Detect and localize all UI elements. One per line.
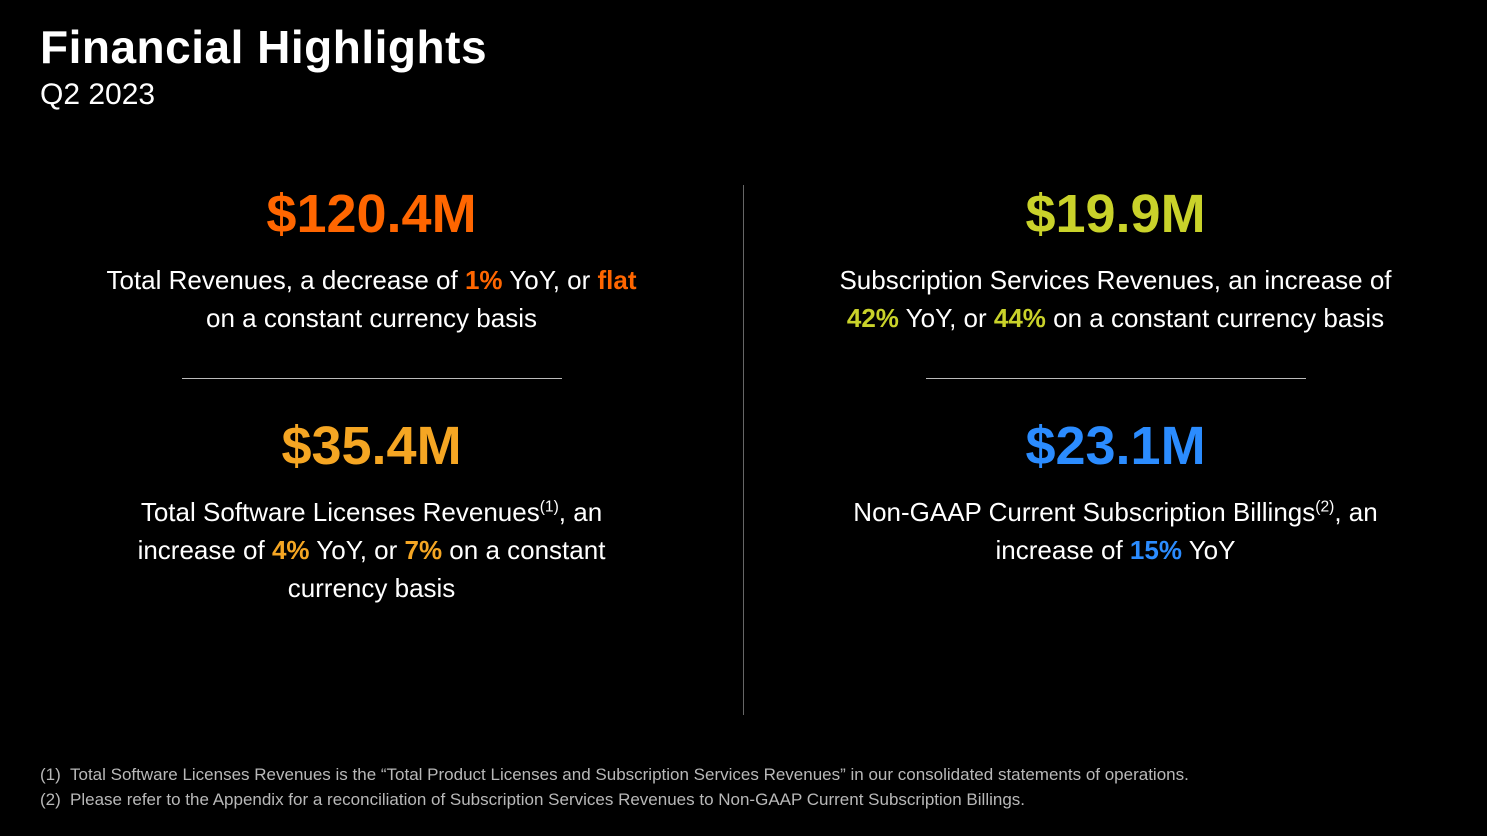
footnote-text: Total Software Licenses Revenues is the …	[70, 765, 1189, 784]
desc-pct1: 15%	[1130, 535, 1182, 565]
footnote-ref: (2)	[1315, 499, 1334, 516]
slide: Financial Highlights Q2 2023 $120.4M Tot…	[0, 0, 1487, 836]
desc-text: Total Software Licenses Revenues	[141, 497, 540, 527]
footnote-text: Please refer to the Appendix for a recon…	[70, 790, 1025, 809]
metric-value: $35.4M	[90, 417, 653, 476]
page-title: Financial Highlights	[40, 20, 1447, 74]
metric-subscription-revenues: $19.9M Subscription Services Revenues, a…	[744, 185, 1487, 338]
desc-pct1: 42%	[847, 303, 899, 333]
footnote-num: (2)	[40, 789, 70, 812]
left-column: $120.4M Total Revenues, a decrease of 1%…	[0, 185, 744, 715]
divider-horizontal	[926, 378, 1306, 379]
metric-total-revenues: $120.4M Total Revenues, a decrease of 1%…	[0, 185, 743, 338]
metric-desc: Total Revenues, a decrease of 1% YoY, or…	[90, 262, 653, 337]
desc-text: YoY, or	[899, 303, 994, 333]
metric-value: $23.1M	[834, 417, 1397, 476]
desc-pct1: 1%	[465, 265, 503, 295]
desc-pct2: 7%	[405, 535, 443, 565]
desc-text: YoY, or	[503, 265, 598, 295]
metric-value: $19.9M	[834, 185, 1397, 244]
desc-text: YoY	[1182, 535, 1236, 565]
footnotes: (1)Total Software Licenses Revenues is t…	[40, 762, 1447, 814]
metric-value: $120.4M	[90, 185, 653, 244]
metric-subscription-billings: $23.1M Non-GAAP Current Subscription Bil…	[744, 417, 1487, 570]
footnote-1: (1)Total Software Licenses Revenues is t…	[40, 764, 1447, 787]
metric-desc: Subscription Services Revenues, an incre…	[834, 262, 1397, 337]
desc-text: on a constant currency basis	[1046, 303, 1384, 333]
desc-text: Non-GAAP Current Subscription Billings	[853, 497, 1315, 527]
footnote-2: (2)Please refer to the Appendix for a re…	[40, 789, 1447, 812]
metrics-grid: $120.4M Total Revenues, a decrease of 1%…	[0, 185, 1487, 715]
desc-text: Subscription Services Revenues, an incre…	[839, 265, 1391, 295]
divider-horizontal	[182, 378, 562, 379]
page-subtitle: Q2 2023	[40, 78, 1447, 112]
metric-desc: Total Software Licenses Revenues(1), an …	[90, 494, 653, 607]
footnote-ref: (1)	[540, 499, 559, 516]
desc-pct2: flat	[597, 265, 636, 295]
desc-text: on a constant currency basis	[206, 303, 537, 333]
footnote-num: (1)	[40, 764, 70, 787]
desc-pct2: 44%	[994, 303, 1046, 333]
metric-software-licenses: $35.4M Total Software Licenses Revenues(…	[0, 417, 743, 607]
right-column: $19.9M Subscription Services Revenues, a…	[744, 185, 1487, 715]
desc-pct1: 4%	[272, 535, 310, 565]
desc-text: YoY, or	[310, 535, 405, 565]
desc-text: Total Revenues, a decrease of	[107, 265, 465, 295]
metric-desc: Non-GAAP Current Subscription Billings(2…	[834, 494, 1397, 569]
